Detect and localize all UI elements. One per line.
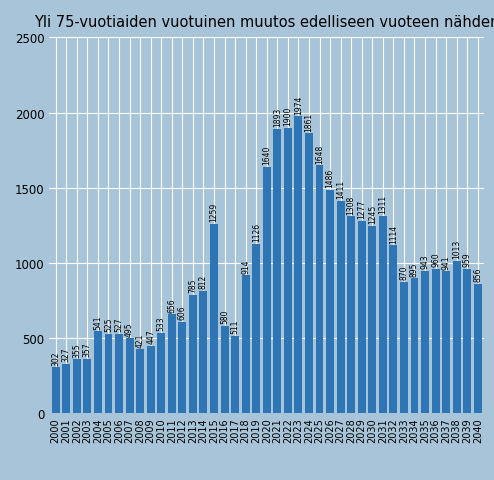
Bar [326,190,334,413]
Text: 1311: 1311 [378,195,387,214]
Text: 1126: 1126 [252,222,261,241]
Bar [442,272,450,413]
Text: 1308: 1308 [347,195,356,214]
Bar [273,129,281,413]
Text: 1259: 1259 [209,203,218,222]
Text: 785: 785 [188,278,198,292]
Text: 960: 960 [431,252,440,266]
Bar [369,227,376,413]
Bar [474,285,482,413]
Text: 914: 914 [241,259,250,273]
Text: 1648: 1648 [315,144,324,163]
Text: 895: 895 [410,262,419,276]
Bar [284,128,292,413]
Bar [305,134,313,413]
Text: 606: 606 [178,305,187,319]
Bar [231,336,239,413]
Text: 812: 812 [199,274,208,288]
Text: 355: 355 [72,342,82,357]
Bar [358,222,366,413]
Bar [252,244,260,413]
Text: 302: 302 [51,350,60,365]
Bar [200,291,207,413]
Text: 1861: 1861 [304,112,314,132]
Bar [125,339,133,413]
Text: 1893: 1893 [273,108,282,127]
Text: 511: 511 [231,319,240,334]
Bar [147,346,155,413]
Text: 421: 421 [136,333,145,347]
Bar [136,350,144,413]
Text: 527: 527 [115,317,124,331]
Text: 1900: 1900 [284,106,292,126]
Text: 1486: 1486 [326,168,334,188]
Bar [73,360,81,413]
Text: 447: 447 [146,329,155,343]
Bar [83,360,91,413]
Bar [263,167,271,413]
Title: Yli 75-vuotiaiden vuotuinen muutos edelliseen vuoteen nähden: Yli 75-vuotiaiden vuotuinen muutos edell… [34,15,494,30]
Bar [157,333,165,413]
Text: 541: 541 [93,314,102,329]
Text: 533: 533 [157,316,166,330]
Bar [105,334,113,413]
Text: 1640: 1640 [262,145,271,165]
Bar [379,216,387,413]
Text: 943: 943 [420,254,429,269]
Text: 959: 959 [463,252,472,266]
Bar [52,368,60,413]
Text: 1974: 1974 [294,95,303,114]
Bar [242,276,249,413]
Bar [210,224,218,413]
Text: 1114: 1114 [389,224,398,243]
Bar [337,202,345,413]
Bar [189,295,197,413]
Text: 856: 856 [473,267,482,282]
Text: 1277: 1277 [357,200,366,219]
Text: 1245: 1245 [368,204,377,224]
Text: 1411: 1411 [336,180,345,199]
Text: 1013: 1013 [452,239,461,258]
Bar [115,334,123,413]
Bar [453,261,460,413]
Bar [178,322,186,413]
Bar [347,217,355,413]
Bar [411,279,418,413]
Text: 580: 580 [220,309,229,323]
Text: 495: 495 [125,322,134,336]
Bar [94,332,102,413]
Bar [62,364,70,413]
Bar [463,269,471,413]
Bar [168,314,176,413]
Bar [316,166,324,413]
Text: 656: 656 [167,297,176,312]
Text: 327: 327 [62,347,71,361]
Text: 357: 357 [83,342,92,357]
Bar [389,246,397,413]
Text: 870: 870 [400,265,409,280]
Text: 941: 941 [442,255,451,269]
Bar [400,283,408,413]
Bar [221,326,229,413]
Bar [432,269,440,413]
Text: 525: 525 [104,317,113,332]
Bar [294,117,302,413]
Bar [421,272,429,413]
